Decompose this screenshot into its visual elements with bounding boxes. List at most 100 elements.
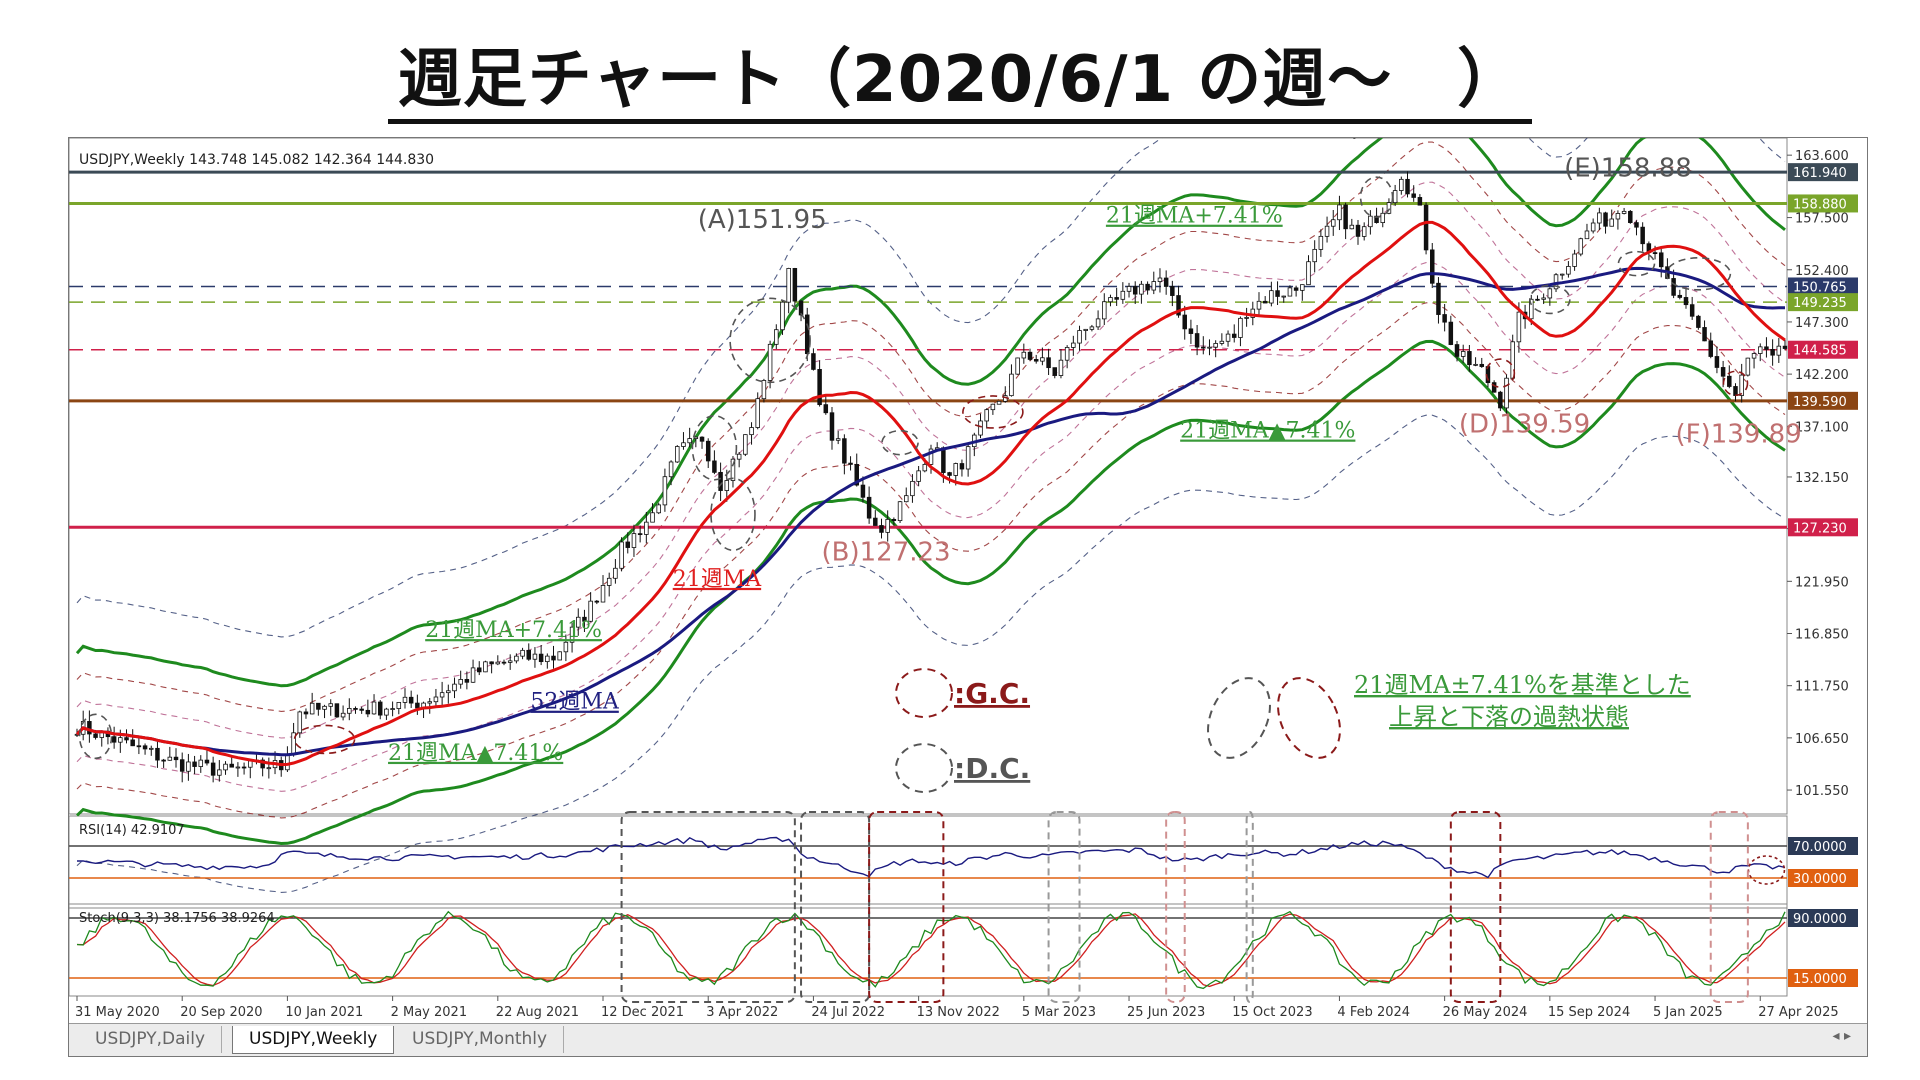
price-candle bbox=[1578, 238, 1584, 255]
tab-daily[interactable]: USDJPY,Daily bbox=[79, 1026, 223, 1053]
price-level-label: 127.230 bbox=[1793, 521, 1847, 536]
price-candle bbox=[241, 766, 247, 769]
price-candle bbox=[1188, 328, 1194, 334]
price-candle bbox=[1157, 277, 1163, 282]
price-candle bbox=[1256, 300, 1262, 310]
price-candle bbox=[340, 712, 346, 718]
price-candle bbox=[922, 463, 928, 472]
price-candle bbox=[489, 661, 494, 665]
price-candle bbox=[1170, 286, 1175, 296]
ma21-plus-7-41-band bbox=[75, 138, 1786, 688]
price-candle bbox=[365, 709, 371, 715]
price-candle bbox=[1411, 193, 1416, 198]
price-candle bbox=[1089, 326, 1095, 330]
tab-weekly[interactable]: USDJPY,Weekly bbox=[232, 1026, 395, 1054]
price-candle bbox=[774, 329, 779, 345]
price-candle bbox=[743, 434, 748, 455]
price-level-badge bbox=[1788, 194, 1858, 213]
price-candle bbox=[569, 626, 575, 643]
price-candle bbox=[198, 759, 204, 767]
envelope-band bbox=[76, 414, 1786, 893]
price-candle bbox=[1417, 197, 1423, 206]
price-candle bbox=[402, 696, 408, 703]
oscillator-zone-box bbox=[1709, 811, 1749, 1003]
rsi-cross-marker bbox=[1747, 855, 1786, 885]
price-candle bbox=[186, 761, 191, 772]
price-candle bbox=[439, 692, 445, 698]
price-candle bbox=[1102, 301, 1107, 320]
price-candle bbox=[353, 707, 358, 710]
price-candle bbox=[303, 711, 309, 715]
tab-monthly[interactable]: USDJPY,Monthly bbox=[396, 1026, 565, 1053]
x-tick-label: 15 Sep 2024 bbox=[1548, 1005, 1630, 1020]
price-candle bbox=[1077, 330, 1082, 344]
price-candle bbox=[897, 501, 903, 522]
price-candle bbox=[1764, 346, 1769, 350]
price-candle bbox=[619, 541, 624, 569]
stoch-level-badge bbox=[1788, 909, 1858, 927]
price-candle bbox=[408, 696, 414, 704]
y-tick-label: 157.500 bbox=[1795, 212, 1849, 227]
oscillator-zone-box bbox=[868, 811, 945, 1003]
price-candle bbox=[1182, 314, 1187, 330]
price-candle bbox=[1628, 210, 1633, 223]
price-candle bbox=[124, 737, 129, 741]
ma21-line bbox=[75, 220, 1786, 767]
price-candle bbox=[1033, 359, 1039, 362]
price-candle bbox=[1689, 304, 1695, 317]
price-candle bbox=[507, 660, 513, 663]
price-candle bbox=[1572, 253, 1577, 267]
price-candle bbox=[1584, 230, 1590, 240]
price-candle bbox=[724, 480, 730, 491]
price-candle bbox=[1696, 315, 1701, 328]
symbol-header: USDJPY,Weekly 143.748 145.082 142.364 14… bbox=[79, 152, 434, 168]
price-candle bbox=[637, 533, 643, 536]
y-tick-label: 121.950 bbox=[1795, 575, 1849, 590]
price-candle bbox=[1671, 278, 1676, 296]
price-level-badge bbox=[1788, 277, 1858, 296]
band-label: 21週MA bbox=[673, 567, 763, 592]
x-tick-label: 25 Jun 2023 bbox=[1127, 1005, 1205, 1020]
price-candle bbox=[1176, 295, 1181, 316]
price-candle bbox=[903, 495, 909, 503]
price-candle bbox=[1349, 224, 1355, 230]
price-candle bbox=[959, 463, 965, 470]
price-candle bbox=[1609, 218, 1614, 227]
price-candle bbox=[316, 702, 321, 710]
price-candle bbox=[705, 440, 711, 462]
peak-trough-label: (F)139.89 bbox=[1675, 420, 1801, 450]
price-candle bbox=[415, 702, 420, 709]
price-candle bbox=[334, 703, 340, 718]
price-candle bbox=[873, 517, 878, 526]
x-tick-label: 31 May 2020 bbox=[75, 1005, 160, 1020]
price-candle bbox=[953, 463, 959, 476]
price-candle bbox=[1318, 235, 1324, 250]
chart-window[interactable]: 101.550106.650111.750116.850121.950127.1… bbox=[68, 137, 1868, 1057]
price-candle bbox=[941, 447, 946, 473]
cross-marker-ellipse bbox=[1359, 176, 1394, 218]
price-level-badge bbox=[1788, 293, 1858, 312]
price-candle bbox=[1467, 351, 1472, 366]
chart-canvas[interactable]: 101.550106.650111.750116.850121.950127.1… bbox=[69, 138, 1867, 1024]
price-candle bbox=[1275, 290, 1280, 297]
price-candle bbox=[1621, 210, 1627, 214]
price-candle bbox=[557, 651, 562, 661]
page-title: 週足チャート（2020/6/1 の週～ ） bbox=[0, 28, 1920, 124]
price-candle bbox=[910, 480, 915, 497]
main-panel-border bbox=[69, 138, 1788, 815]
x-tick-label: 3 Apr 2022 bbox=[706, 1005, 778, 1020]
price-candle bbox=[371, 701, 377, 715]
tab-scroll-arrows[interactable]: ◂ ▸ bbox=[1832, 1028, 1851, 1044]
legend-label: :D.C. bbox=[954, 752, 1030, 785]
peak-trough-label: (D)139.59 bbox=[1459, 409, 1590, 439]
price-candle bbox=[1194, 333, 1200, 348]
envelope-band bbox=[76, 261, 1786, 792]
price-candle bbox=[1343, 204, 1348, 230]
price-candle bbox=[835, 438, 841, 441]
x-tick-label: 13 Nov 2022 bbox=[917, 1005, 1000, 1020]
price-candle bbox=[1634, 222, 1639, 228]
price-candle bbox=[1083, 328, 1088, 331]
price-candle bbox=[1430, 249, 1435, 284]
price-candle bbox=[192, 761, 197, 767]
price-candle bbox=[718, 471, 723, 491]
